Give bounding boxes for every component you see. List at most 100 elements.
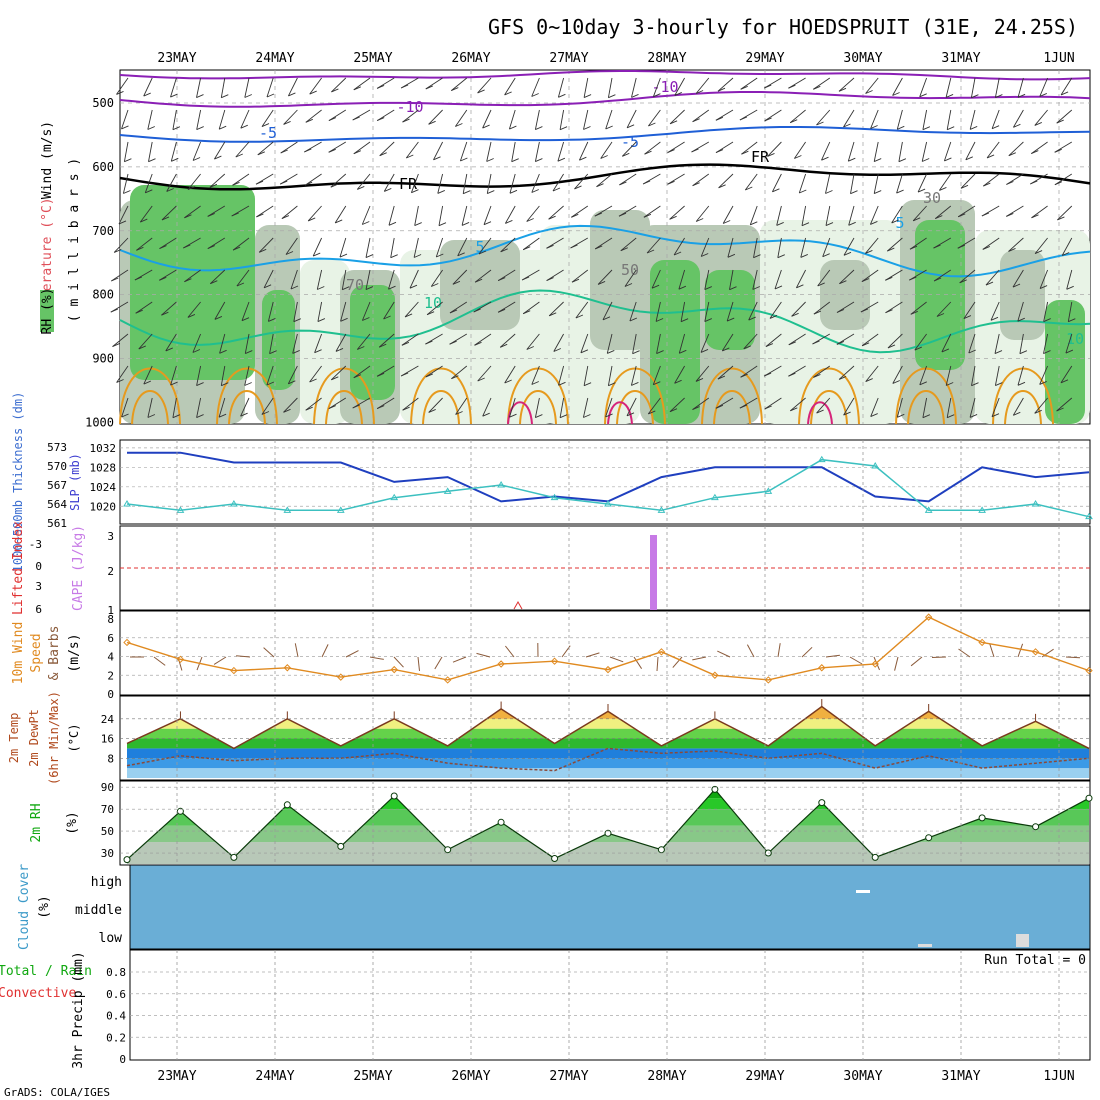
wind-barb-flag xyxy=(207,245,215,250)
wind-barb-flag xyxy=(1030,180,1038,185)
wind-barb-flag xyxy=(145,189,153,194)
wind-barb-flag xyxy=(790,119,798,124)
wind-barb xyxy=(843,109,855,128)
pressure-tick-label: 700 xyxy=(92,224,114,238)
wind-speed-point xyxy=(657,648,666,656)
wind-barb xyxy=(263,647,275,658)
wind-barb xyxy=(136,237,153,251)
wind-barb-flag xyxy=(136,246,144,251)
wind-speed-point xyxy=(818,664,826,672)
wind-barb-flag xyxy=(626,412,635,417)
wind-barb xyxy=(457,237,468,257)
wind-barb-flag xyxy=(159,245,167,250)
wind-barb-flag xyxy=(836,309,845,313)
wind-barb-flag xyxy=(995,94,1003,99)
wind-barb-flag xyxy=(486,158,494,162)
wind-barb-flag xyxy=(715,404,724,409)
wind-barb-flag xyxy=(843,411,851,416)
wind-barb xyxy=(574,173,589,190)
wind-barb xyxy=(936,301,952,317)
wind-barb-flag xyxy=(357,346,365,350)
wind-barb xyxy=(388,205,395,226)
wind-barb xyxy=(196,365,202,386)
temp-contour-minus5 xyxy=(119,126,1091,143)
lifted-index-tick-label: 3 xyxy=(35,580,42,593)
wind-barb xyxy=(843,237,855,256)
wind-barb xyxy=(771,173,782,193)
wind-barb xyxy=(261,109,274,127)
wind-barb xyxy=(220,365,226,386)
wind-barb-flag xyxy=(221,94,229,99)
thickness-point xyxy=(123,500,131,507)
wind-barb xyxy=(715,109,734,121)
wind-barb-flag xyxy=(559,126,568,131)
wind-barb-flag xyxy=(1031,214,1039,219)
wind-barb xyxy=(236,655,251,658)
wind-barb xyxy=(718,173,734,189)
temp-band xyxy=(127,738,1089,749)
temp-contour-20 xyxy=(616,390,654,425)
wind-speed-point xyxy=(390,665,398,674)
wind-barb-flag xyxy=(982,245,990,250)
wind-barb-flag xyxy=(848,221,856,226)
wind-barb-flag xyxy=(546,277,554,282)
wind-barb-flag xyxy=(305,118,313,123)
rh-point xyxy=(497,818,505,826)
thickness-tick-label: 564 xyxy=(47,498,67,511)
wind-barb xyxy=(531,173,540,193)
wind-barb xyxy=(1066,269,1073,290)
wind-barb-flag xyxy=(653,93,661,98)
wind-barb xyxy=(172,109,177,130)
wind-barb xyxy=(135,301,153,314)
wind-barb-flag xyxy=(727,253,736,258)
wind-barb xyxy=(692,109,710,123)
wind-barb xyxy=(935,205,952,219)
wind-barb-flag xyxy=(692,182,700,187)
wind-speed-point xyxy=(176,655,185,664)
wind-barb xyxy=(985,269,1000,286)
chart-title: GFS 0~10day 3-hourly for HOEDSPRUIT (31E… xyxy=(488,15,1078,39)
wind-barb xyxy=(214,301,226,320)
wind-barb xyxy=(428,397,443,413)
wind-barb xyxy=(522,301,540,315)
date-axis-top: 23MAY 24MAY 25MAY 26MAY 27MAY 28MAY 29MAY 30MAY… xyxy=(157,51,1074,66)
temp-tick-label: 8 xyxy=(107,752,114,765)
wind-barb xyxy=(499,333,516,348)
wind-barb-flag xyxy=(740,373,748,378)
wind-barb-flag xyxy=(839,280,847,285)
wind-barb-flag xyxy=(339,253,348,258)
wind-barb-flag xyxy=(626,124,635,129)
rh2m-panel xyxy=(119,780,1093,866)
contour-label: 70 xyxy=(346,276,364,294)
wind-speed-point xyxy=(230,666,238,675)
wind-barb xyxy=(330,365,347,381)
wind-barb-flag xyxy=(700,348,709,353)
wind-barb-flag xyxy=(425,373,433,378)
wind-barb xyxy=(605,109,613,130)
wind-barb xyxy=(476,652,491,658)
wind-barb xyxy=(801,205,807,226)
wind-barb-flag xyxy=(865,90,873,94)
rh-tick-label: 50 xyxy=(101,825,114,838)
contour-label: -10 xyxy=(396,98,423,116)
wind-barb xyxy=(335,333,347,352)
wind-barb xyxy=(257,141,274,156)
wind-barb-flag xyxy=(214,315,223,320)
wind-barb-flag xyxy=(535,414,543,419)
wind-barb xyxy=(452,269,468,285)
wind-barb-flag xyxy=(718,184,726,189)
wind-barb-flag xyxy=(240,412,248,417)
wind-barb xyxy=(680,301,686,322)
wind-barb xyxy=(816,109,831,126)
wind-barb-flag xyxy=(546,244,554,249)
wind-barb xyxy=(933,269,952,282)
wind-barb xyxy=(123,141,129,162)
wind-barb-flag xyxy=(451,375,459,380)
wind-barb xyxy=(571,269,589,283)
wind-barb xyxy=(1013,109,1024,128)
wind-speed-point xyxy=(550,657,559,665)
rh-point xyxy=(390,792,398,800)
wind-barb xyxy=(451,365,468,380)
temp-contour-20 xyxy=(519,390,557,425)
wind-barb-flag xyxy=(172,126,181,131)
